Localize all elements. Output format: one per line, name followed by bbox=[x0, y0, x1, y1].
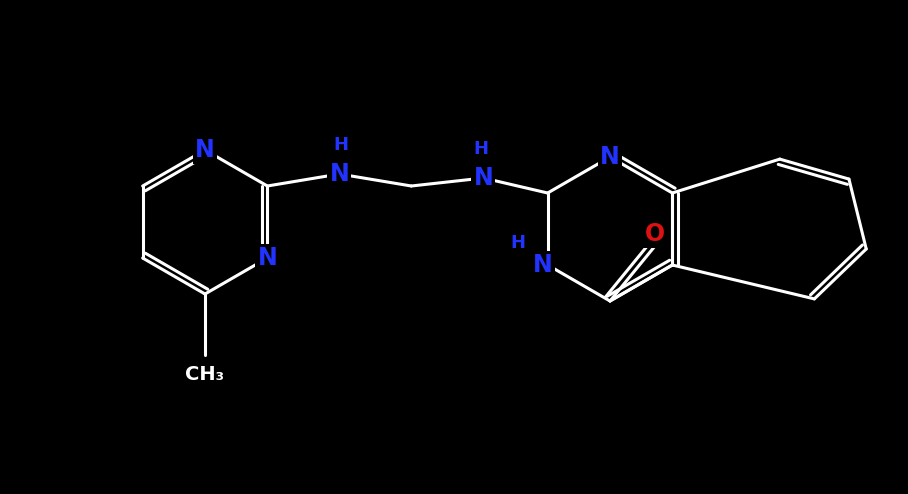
Text: N: N bbox=[258, 246, 277, 270]
Text: N: N bbox=[533, 253, 553, 277]
Text: H: H bbox=[334, 136, 349, 154]
Text: N: N bbox=[195, 138, 215, 162]
Text: H: H bbox=[474, 140, 489, 158]
Text: N: N bbox=[473, 166, 493, 190]
Text: N: N bbox=[330, 162, 350, 186]
Text: O: O bbox=[645, 222, 665, 246]
Text: N: N bbox=[600, 145, 620, 169]
Text: H: H bbox=[510, 234, 525, 252]
Text: CH₃: CH₃ bbox=[185, 365, 224, 384]
